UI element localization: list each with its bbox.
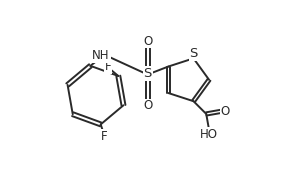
Text: NH: NH — [92, 49, 110, 62]
Text: F: F — [104, 60, 111, 74]
Text: O: O — [143, 35, 152, 48]
Text: S: S — [189, 47, 198, 60]
Text: H: H — [99, 49, 107, 62]
Text: F: F — [101, 130, 107, 143]
Text: O: O — [143, 99, 152, 112]
Text: S: S — [144, 67, 152, 80]
Text: HO: HO — [200, 128, 218, 141]
Text: N: N — [90, 49, 99, 62]
Text: O: O — [220, 105, 230, 118]
